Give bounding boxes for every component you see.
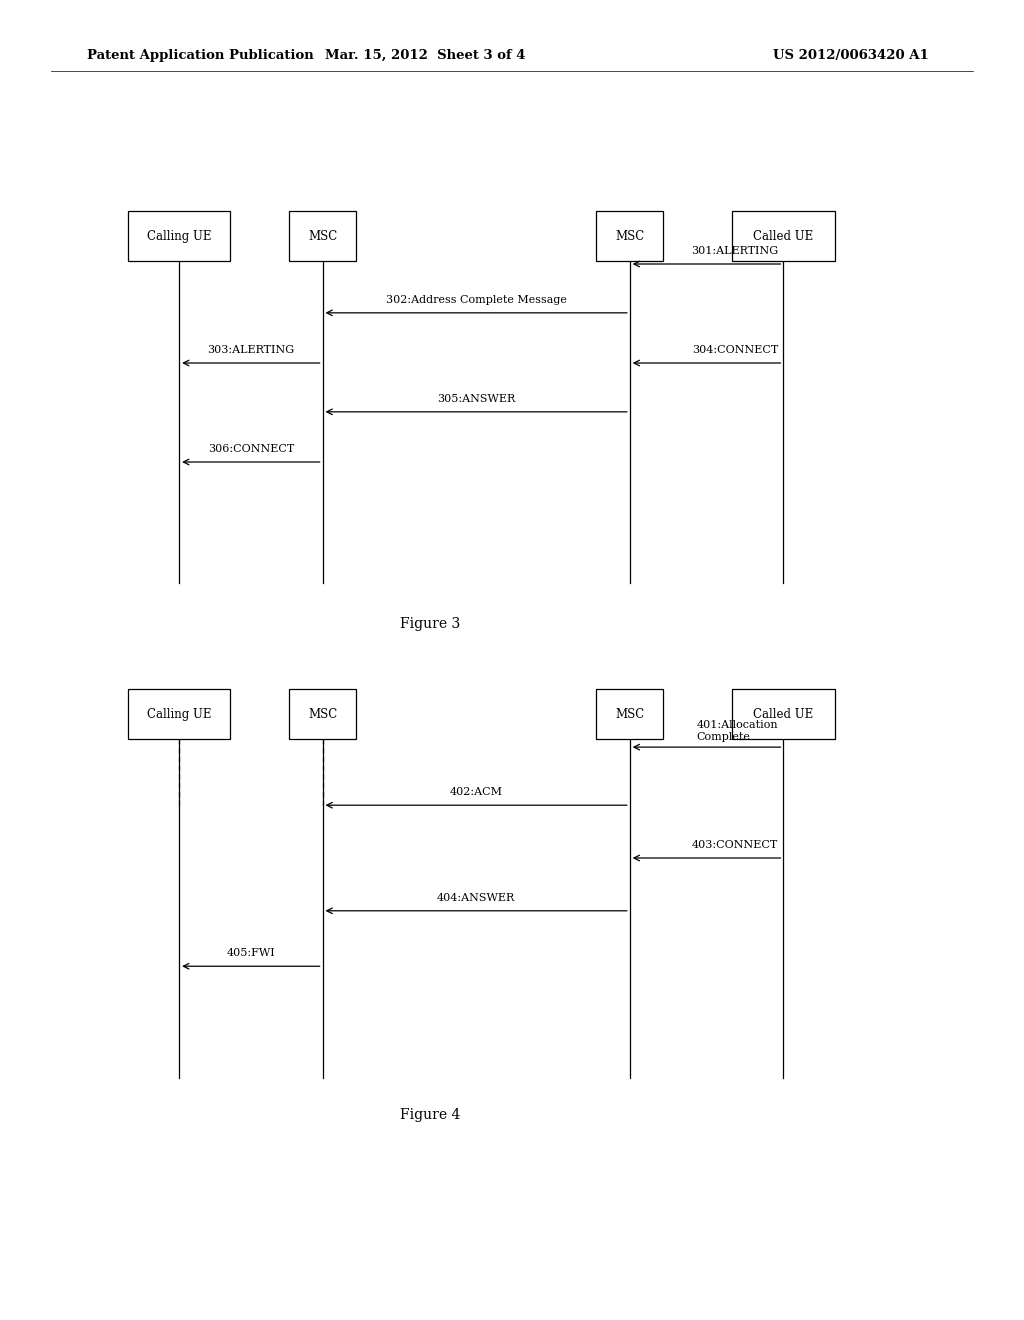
Text: US 2012/0063420 A1: US 2012/0063420 A1 <box>773 49 929 62</box>
Text: 401:Allocation
Complete: 401:Allocation Complete <box>696 721 778 742</box>
Text: 304:CONNECT: 304:CONNECT <box>692 345 778 355</box>
Text: 403:CONNECT: 403:CONNECT <box>692 840 778 850</box>
Text: 404:ANSWER: 404:ANSWER <box>437 892 515 903</box>
Text: MSC: MSC <box>615 230 644 243</box>
Text: Called UE: Called UE <box>754 708 813 721</box>
Text: 402:ACM: 402:ACM <box>450 787 503 797</box>
Text: 306:CONNECT: 306:CONNECT <box>208 444 294 454</box>
Text: 302:Address Complete Message: 302:Address Complete Message <box>386 294 566 305</box>
Text: Calling UE: Calling UE <box>147 230 211 243</box>
Bar <box>289 211 356 261</box>
Text: 301:ALERTING: 301:ALERTING <box>691 246 778 256</box>
Text: Calling UE: Calling UE <box>147 708 211 721</box>
Bar <box>596 689 664 739</box>
Text: MSC: MSC <box>308 230 337 243</box>
Text: Figure 4: Figure 4 <box>400 1109 460 1122</box>
Bar <box>732 211 835 261</box>
Bar <box>289 689 356 739</box>
Text: Mar. 15, 2012  Sheet 3 of 4: Mar. 15, 2012 Sheet 3 of 4 <box>325 49 525 62</box>
Bar <box>732 689 835 739</box>
Text: MSC: MSC <box>615 708 644 721</box>
Bar <box>596 211 664 261</box>
Text: 305:ANSWER: 305:ANSWER <box>437 393 515 404</box>
Text: 405:FWI: 405:FWI <box>226 948 275 958</box>
Bar <box>128 211 230 261</box>
Text: Called UE: Called UE <box>754 230 813 243</box>
Text: Figure 3: Figure 3 <box>400 618 460 631</box>
Text: 303:ALERTING: 303:ALERTING <box>207 345 295 355</box>
Text: Patent Application Publication: Patent Application Publication <box>87 49 313 62</box>
Bar <box>128 689 230 739</box>
Text: MSC: MSC <box>308 708 337 721</box>
